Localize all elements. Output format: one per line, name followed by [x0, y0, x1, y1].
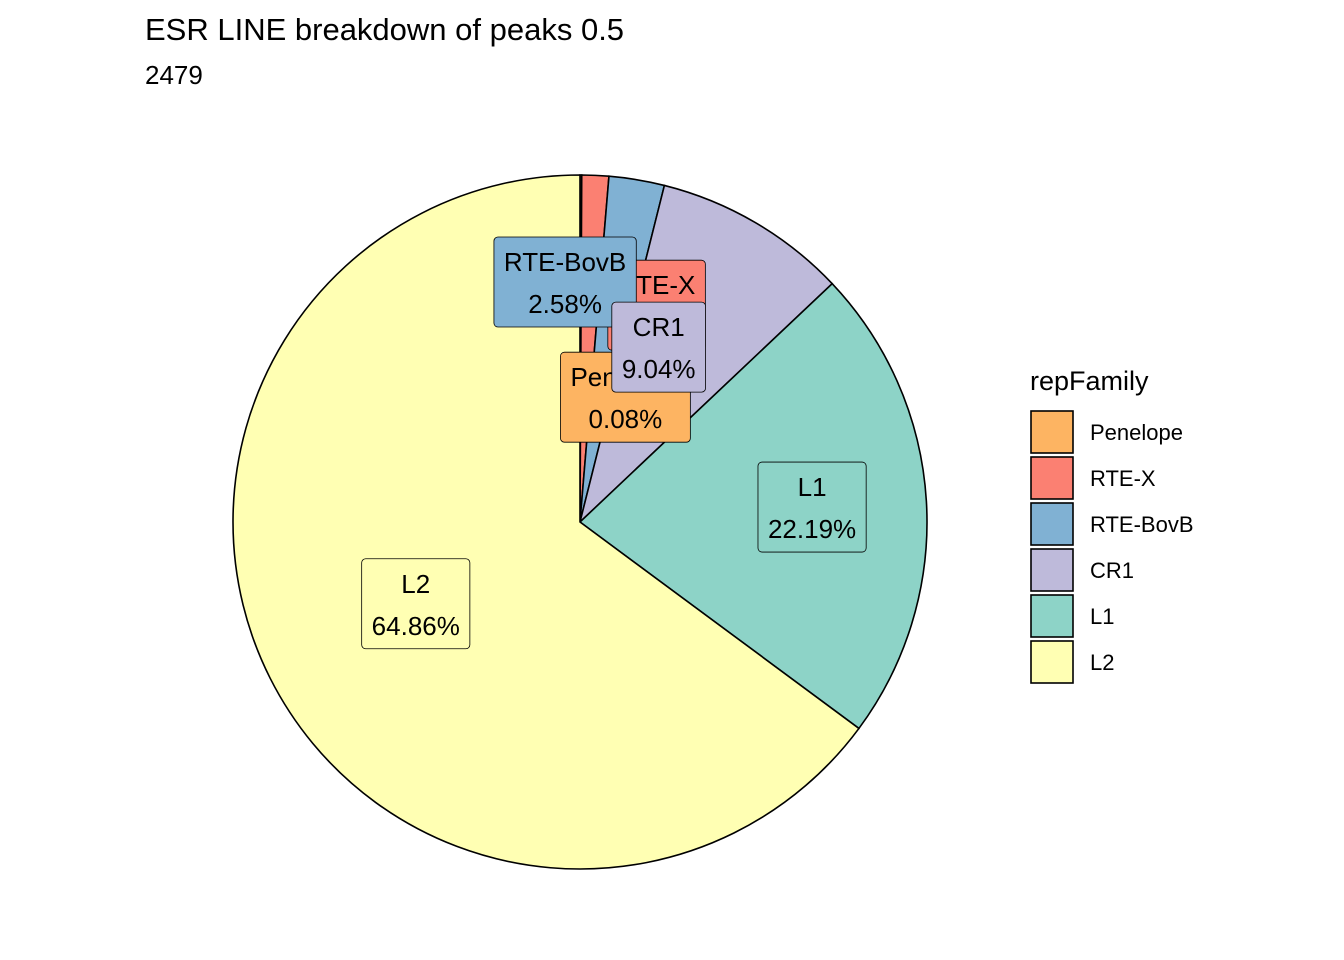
slice-label-name: L2 [401, 569, 430, 599]
slice-label-l2: L2 64.86% [361, 558, 471, 650]
slice-label-box [611, 301, 706, 393]
legend-swatch-rte-x [1030, 456, 1074, 500]
legend-swatch-l2 [1030, 640, 1074, 684]
pie-slice-l2 [232, 174, 861, 870]
legend-label-l2: L2 [1090, 650, 1114, 675]
slice-label-rte-bovb: RTE-BovB 2.58% [493, 236, 637, 328]
legend-label-rte-x: RTE-X [1090, 466, 1156, 491]
slice-label-box [361, 558, 471, 650]
legend: repFamily Penelope RTE-X RTE-BovB CR1 L1 L2 [1030, 366, 1194, 684]
slice-label-box [493, 236, 637, 328]
slice-label-percent: 9.04% [622, 354, 696, 384]
slice-label-name: L1 [798, 472, 827, 502]
chart-title: ESR LINE breakdown of peaks 0.5 [145, 12, 624, 47]
slice-label-name: RTE-BovB [504, 247, 626, 277]
legend-label-penelope: Penelope [1090, 420, 1183, 445]
slice-label-box [757, 461, 867, 553]
slice-label-name: CR1 [633, 312, 685, 342]
slice-labels: Penelope0.08%RTE-X1.25%RTE-BovB2.58%CR19… [361, 236, 867, 650]
slice-label-percent: 2.58% [528, 289, 602, 319]
legend-label-rte-bovb: RTE-BovB [1090, 512, 1194, 537]
legend-label-l1: L1 [1090, 604, 1114, 629]
legend-label-cr1: CR1 [1090, 558, 1134, 583]
slice-label-l1: L1 22.19% [757, 461, 867, 553]
chart-subtitle: 2479 [145, 60, 203, 90]
legend-swatch-penelope [1030, 410, 1074, 454]
legend-swatch-l1 [1030, 594, 1074, 638]
legend-title: repFamily [1030, 366, 1149, 396]
slice-label-percent: 0.08% [589, 404, 663, 434]
pie-slice-l1 [578, 282, 928, 730]
legend-swatch-rte-bovb [1030, 502, 1074, 546]
legend-swatch-cr1 [1030, 548, 1074, 592]
slice-label-percent: 64.86% [372, 611, 460, 641]
slice-label-cr1: CR1 9.04% [611, 301, 706, 393]
slice-label-percent: 22.19% [768, 514, 856, 544]
